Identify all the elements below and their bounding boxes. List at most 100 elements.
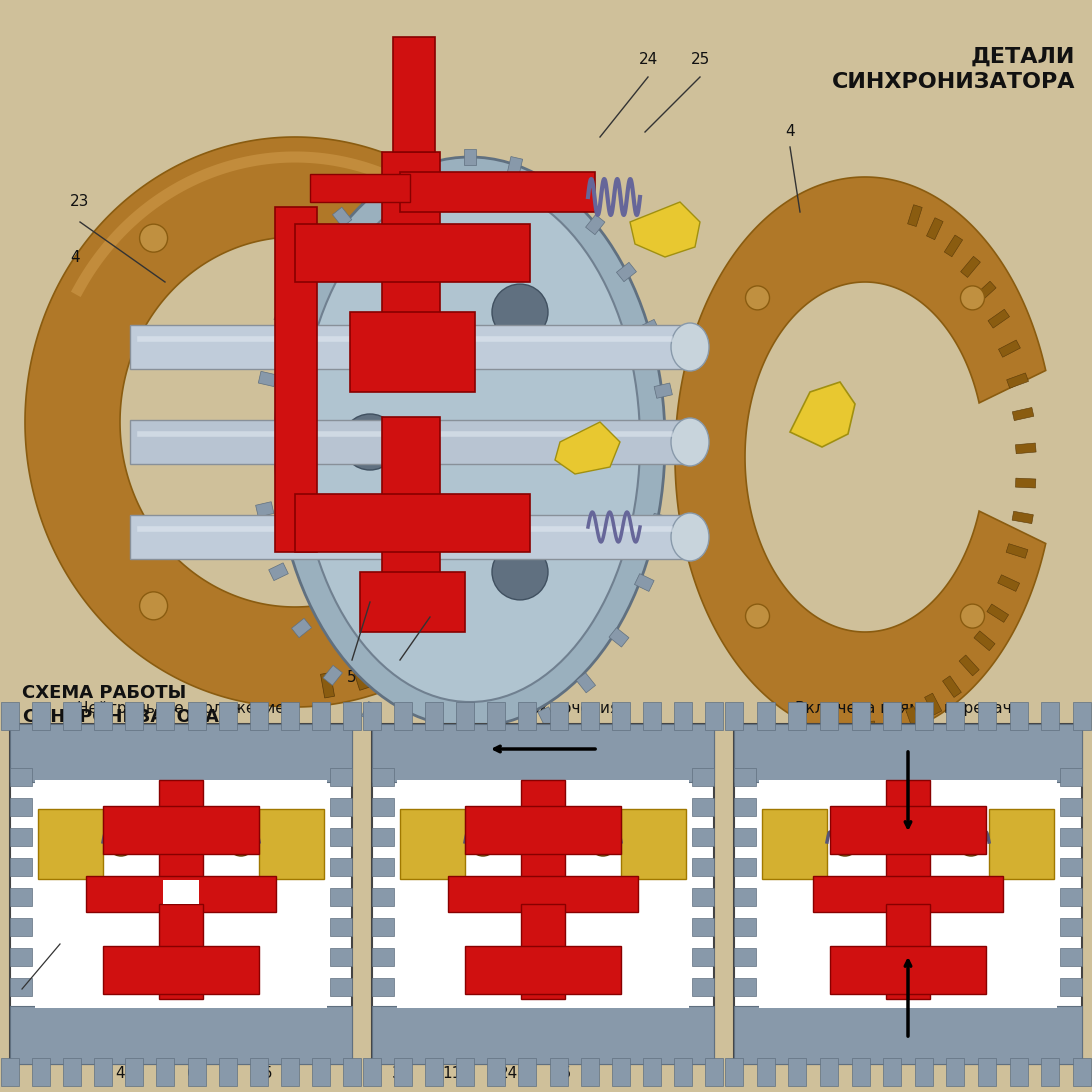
- Bar: [372, 1006, 714, 1064]
- Bar: [487, 293, 513, 314]
- Bar: [692, 828, 714, 846]
- Bar: [654, 383, 673, 399]
- Bar: [299, 253, 319, 272]
- Bar: [126, 1058, 143, 1087]
- Bar: [32, 702, 50, 729]
- Bar: [218, 1058, 237, 1087]
- Bar: [820, 1058, 838, 1087]
- Bar: [330, 918, 352, 936]
- Bar: [905, 707, 921, 728]
- Bar: [1073, 702, 1091, 729]
- Bar: [1, 702, 19, 729]
- Bar: [38, 809, 103, 879]
- Bar: [734, 724, 1082, 782]
- Bar: [372, 724, 714, 1064]
- Bar: [549, 702, 568, 729]
- Bar: [513, 360, 539, 377]
- Bar: [259, 809, 324, 879]
- Bar: [942, 676, 961, 698]
- Bar: [947, 702, 964, 729]
- Bar: [1012, 407, 1034, 420]
- Bar: [549, 1058, 568, 1087]
- Bar: [321, 673, 334, 698]
- Bar: [159, 904, 203, 999]
- Bar: [1060, 768, 1082, 786]
- Bar: [519, 1058, 536, 1087]
- Ellipse shape: [670, 418, 709, 466]
- Bar: [417, 154, 432, 173]
- Bar: [674, 1058, 692, 1087]
- Bar: [725, 702, 743, 729]
- Bar: [692, 798, 714, 816]
- Bar: [643, 702, 661, 729]
- Bar: [974, 631, 995, 651]
- Text: 24: 24: [498, 1067, 518, 1081]
- Polygon shape: [555, 422, 620, 474]
- Bar: [652, 513, 669, 529]
- Bar: [10, 918, 32, 936]
- Circle shape: [492, 284, 548, 340]
- Bar: [692, 888, 714, 906]
- Bar: [372, 918, 394, 936]
- Bar: [852, 1058, 869, 1087]
- Bar: [462, 590, 487, 613]
- Text: Нейтральное  положение: Нейтральное положение: [78, 701, 285, 716]
- Ellipse shape: [670, 513, 709, 561]
- Circle shape: [391, 200, 419, 228]
- Bar: [130, 325, 690, 369]
- Text: 5: 5: [263, 1067, 273, 1081]
- Bar: [1, 1058, 19, 1087]
- Bar: [522, 434, 546, 444]
- Bar: [886, 716, 899, 737]
- Text: 6: 6: [187, 1067, 197, 1081]
- Bar: [392, 194, 412, 221]
- Bar: [343, 702, 361, 729]
- Bar: [405, 725, 420, 744]
- Bar: [295, 224, 530, 282]
- Bar: [1010, 702, 1028, 729]
- Bar: [10, 858, 32, 876]
- Bar: [548, 179, 567, 199]
- Bar: [425, 702, 443, 729]
- Text: 4: 4: [70, 249, 80, 264]
- Bar: [852, 702, 869, 729]
- Bar: [487, 1058, 506, 1087]
- Bar: [468, 263, 492, 286]
- Circle shape: [227, 828, 256, 856]
- Bar: [1007, 373, 1029, 389]
- Text: 6: 6: [395, 669, 405, 685]
- Bar: [830, 946, 986, 994]
- Bar: [988, 309, 1009, 328]
- Bar: [363, 1058, 381, 1087]
- Bar: [1042, 1058, 1059, 1087]
- Bar: [725, 1058, 743, 1087]
- Bar: [35, 780, 327, 1008]
- Bar: [372, 174, 390, 193]
- Bar: [1060, 828, 1082, 846]
- Bar: [883, 702, 901, 729]
- Bar: [330, 858, 352, 876]
- Text: 24: 24: [639, 52, 657, 68]
- Bar: [820, 702, 838, 729]
- Bar: [465, 946, 621, 994]
- Bar: [621, 809, 686, 879]
- Bar: [188, 1058, 205, 1087]
- Bar: [163, 880, 199, 904]
- Bar: [312, 1058, 330, 1087]
- Bar: [577, 673, 595, 692]
- Bar: [274, 309, 294, 327]
- Circle shape: [589, 828, 617, 856]
- Bar: [1060, 888, 1082, 906]
- Bar: [361, 701, 379, 721]
- Bar: [519, 467, 544, 480]
- Polygon shape: [790, 382, 855, 447]
- Bar: [372, 724, 714, 782]
- Bar: [400, 173, 595, 212]
- Bar: [658, 450, 675, 462]
- Bar: [32, 1058, 50, 1087]
- Bar: [412, 634, 434, 661]
- Bar: [734, 1006, 1082, 1064]
- Bar: [581, 702, 598, 729]
- Bar: [94, 1058, 112, 1087]
- Circle shape: [468, 828, 497, 856]
